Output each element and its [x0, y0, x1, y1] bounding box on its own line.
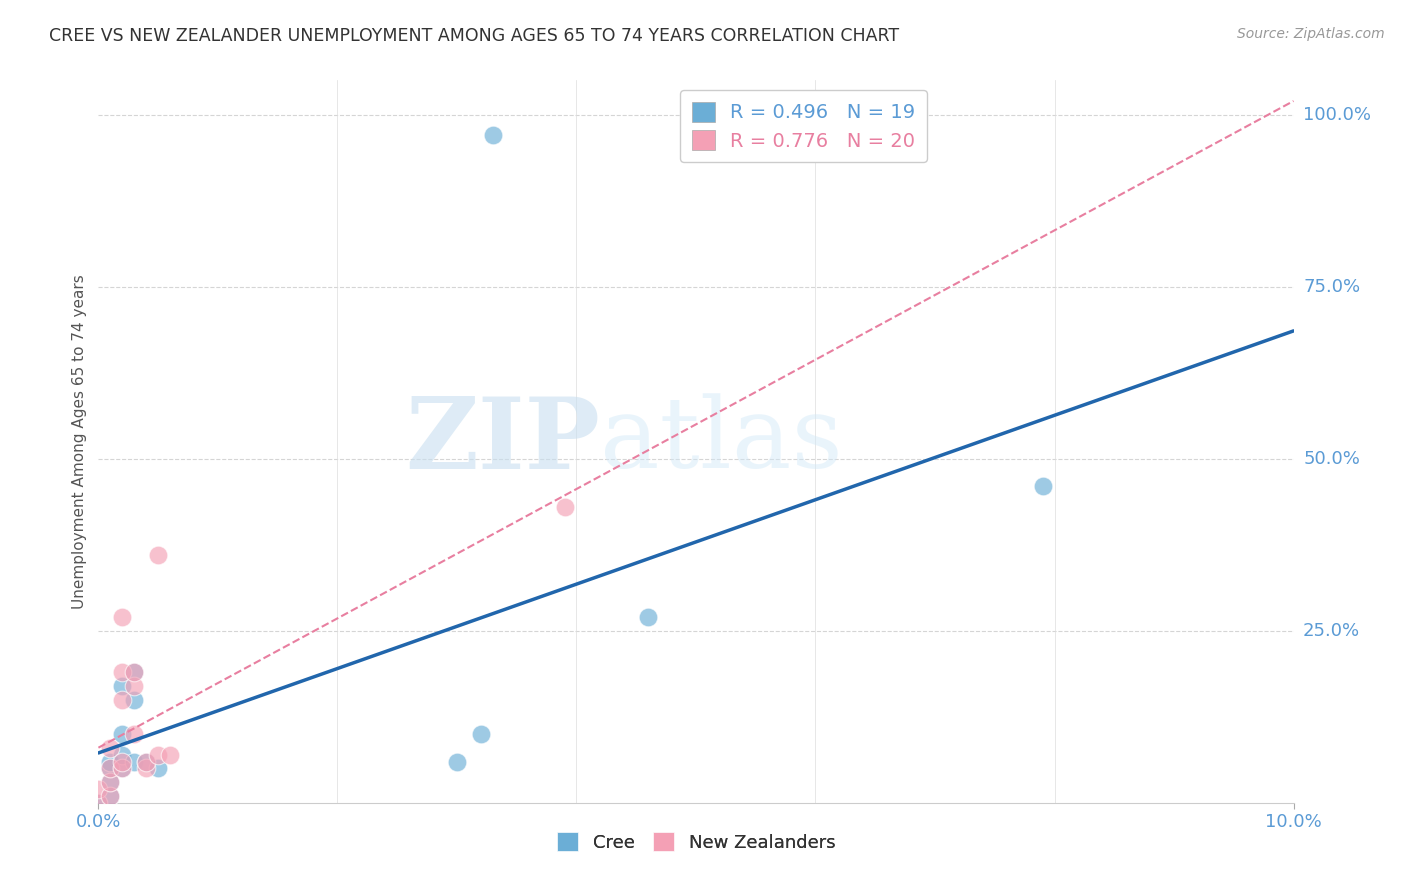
Point	[135, 755, 157, 769]
Point	[148, 548, 170, 562]
Point	[111, 747, 134, 762]
Text: 75.0%: 75.0%	[1303, 277, 1360, 296]
Point	[87, 796, 110, 810]
Point	[148, 761, 170, 775]
Point	[482, 128, 505, 143]
Point	[470, 727, 492, 741]
Point	[124, 692, 146, 706]
Point	[124, 755, 146, 769]
Point	[124, 665, 146, 679]
Text: 100.0%: 100.0%	[1303, 105, 1371, 124]
Text: atlas: atlas	[600, 393, 844, 490]
Point	[124, 727, 146, 741]
Point	[98, 789, 122, 803]
Point	[111, 679, 134, 693]
Point	[135, 761, 157, 775]
Text: Source: ZipAtlas.com: Source: ZipAtlas.com	[1237, 27, 1385, 41]
Point	[98, 761, 122, 775]
Point	[98, 761, 122, 775]
Point	[98, 789, 122, 803]
Point	[148, 747, 170, 762]
Point	[98, 775, 122, 789]
Y-axis label: Unemployment Among Ages 65 to 74 years: Unemployment Among Ages 65 to 74 years	[72, 274, 87, 609]
Point	[159, 747, 181, 762]
Point	[554, 500, 576, 514]
Point	[98, 755, 122, 769]
Point	[87, 796, 110, 810]
Point	[637, 610, 659, 624]
Point	[124, 679, 146, 693]
Text: CREE VS NEW ZEALANDER UNEMPLOYMENT AMONG AGES 65 TO 74 YEARS CORRELATION CHART: CREE VS NEW ZEALANDER UNEMPLOYMENT AMONG…	[49, 27, 900, 45]
Legend: Cree, New Zealanders: Cree, New Zealanders	[550, 825, 842, 859]
Point	[111, 692, 134, 706]
Point	[111, 665, 134, 679]
Point	[1032, 479, 1054, 493]
Text: 25.0%: 25.0%	[1303, 622, 1360, 640]
Point	[111, 761, 134, 775]
Text: ZIP: ZIP	[405, 393, 600, 490]
Point	[98, 775, 122, 789]
Point	[111, 761, 134, 775]
Point	[124, 665, 146, 679]
Point	[135, 755, 157, 769]
Point	[111, 755, 134, 769]
Point	[111, 727, 134, 741]
Text: 50.0%: 50.0%	[1303, 450, 1360, 467]
Point	[111, 610, 134, 624]
Point	[446, 755, 468, 769]
Point	[87, 782, 110, 797]
Point	[98, 740, 122, 755]
